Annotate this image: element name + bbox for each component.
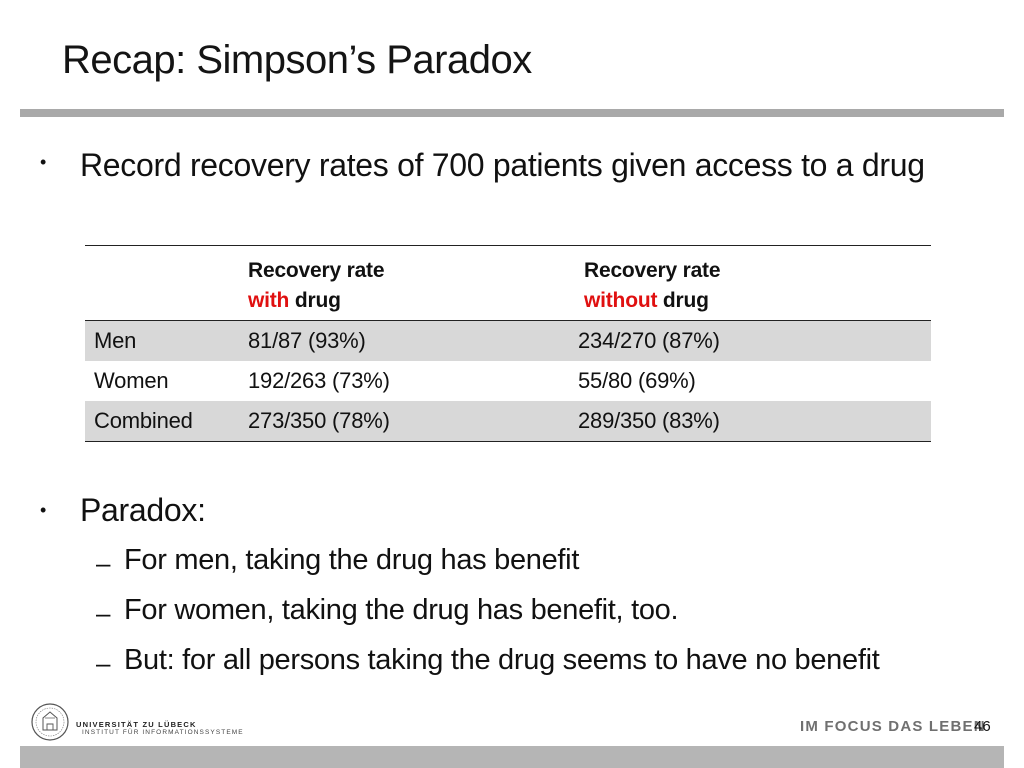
table-header-row: Recovery rate with drug Recovery rate wi… [85,245,931,321]
bullet-marker: • [40,152,47,172]
header-with-rest: drug [289,289,341,312]
without-drug-value: 234/270 (87%) [578,320,931,361]
sub-bullet-marker: – [96,548,111,578]
university-seal-icon [31,703,69,741]
without-drug-value: 289/350 (83%) [578,401,931,442]
row-label: Combined [85,401,248,442]
with-drug-value: 81/87 (93%) [248,320,578,361]
header-without-highlight: without [584,289,658,312]
institute-name: INSTITUT FÜR INFORMATIONSSYSTEME [82,729,244,736]
row-label: Women [94,368,169,393]
header-without-line1: Recovery rate [584,259,721,282]
with-drug-value: 273/350 (78%) [248,401,578,442]
sub-bullet-women: For women, taking the drug has benefit, … [124,594,679,626]
sub-bullet-marker: – [96,648,111,678]
sub-bullet-men: For men, taking the drug has benefit [124,544,580,576]
bullet-marker: • [40,500,47,520]
table-row-men: Men 81/87 (93%) 234/270 (87%) [85,320,931,361]
table-row-women: Women 192/263 (73%) 55/80 (69%) [85,361,931,401]
bullet-text-recovery: Record recovery rates of 700 patients gi… [80,147,925,183]
sub-bullet-marker: – [96,598,111,628]
header-with-drug: Recovery rate with drug [248,246,578,321]
slide-title: Recap: Simpson’s Paradox [62,38,532,82]
without-drug-value: 55/80 (69%) [578,368,696,393]
title-divider [20,109,1004,117]
bullet-text-paradox: Paradox: [80,492,206,528]
page-number: 46 [974,718,991,735]
header-empty-cell [85,246,248,321]
footer-bar [20,746,1004,768]
university-name: UNIVERSITÄT ZU LÜBECK [76,720,197,729]
sub-bullet-all: But: for all persons taking the drug see… [124,644,880,676]
row-label: Men [85,320,248,361]
header-without-rest: drug [657,289,709,312]
with-drug-value: 192/263 (73%) [248,368,390,393]
table-row-combined: Combined 273/350 (78%) 289/350 (83%) [85,401,931,442]
header-with-line1: Recovery rate [248,259,385,282]
header-with-highlight: with [248,289,290,312]
footer-motto: IM FOCUS DAS LEBEN [800,718,986,735]
header-without-drug: Recovery rate without drug [578,246,931,321]
recovery-rate-table: Recovery rate with drug Recovery rate wi… [85,245,931,442]
